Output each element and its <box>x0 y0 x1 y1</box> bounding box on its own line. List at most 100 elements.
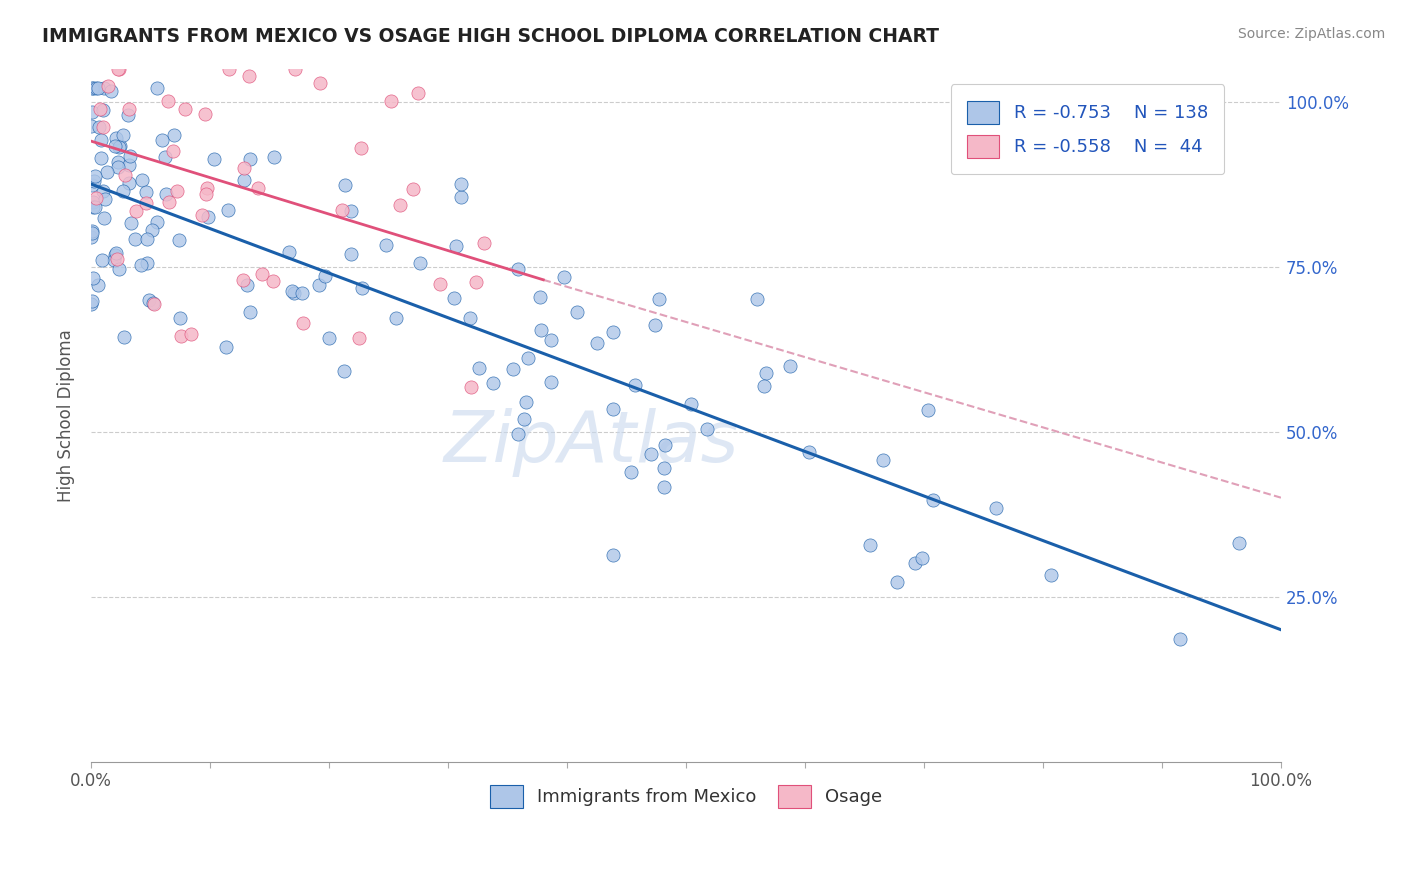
Point <box>502 362 524 376</box>
Point <box>83 174 105 188</box>
Point <box>465 276 488 290</box>
Point <box>314 269 336 284</box>
Point <box>108 140 131 154</box>
Point <box>232 273 254 287</box>
Point <box>114 168 136 182</box>
Point <box>318 331 340 345</box>
Point <box>104 246 127 260</box>
Point <box>284 62 307 76</box>
Point <box>91 252 114 267</box>
Point <box>111 128 134 142</box>
Point <box>80 178 103 192</box>
Point <box>157 95 180 109</box>
Point <box>508 261 530 276</box>
Point <box>174 102 197 116</box>
Point <box>87 277 110 292</box>
Point <box>162 144 184 158</box>
Point <box>755 367 778 381</box>
Point <box>80 104 103 119</box>
Point <box>150 133 173 147</box>
Point <box>308 278 330 293</box>
Point <box>565 304 588 318</box>
Point <box>191 208 214 222</box>
Point <box>135 232 157 246</box>
Point <box>108 138 131 153</box>
Point <box>640 447 662 461</box>
Point <box>291 285 314 300</box>
Point <box>97 78 120 93</box>
Point <box>904 556 927 570</box>
Point <box>280 285 302 299</box>
Point <box>125 203 148 218</box>
Point <box>87 120 110 134</box>
Point <box>157 195 180 210</box>
Point <box>779 359 801 374</box>
Point <box>80 227 103 241</box>
Point <box>104 131 127 145</box>
Point <box>143 297 166 311</box>
Point <box>681 396 703 410</box>
Point <box>104 248 127 262</box>
Point <box>89 133 111 147</box>
Point <box>444 239 467 253</box>
Point <box>194 187 217 202</box>
Point <box>408 255 430 269</box>
Point <box>745 292 768 306</box>
Point <box>117 107 139 121</box>
Point <box>107 160 129 174</box>
Point <box>529 290 551 304</box>
Point <box>155 187 177 202</box>
Point <box>647 293 669 307</box>
Legend: Immigrants from Mexico, Osage: Immigrants from Mexico, Osage <box>482 778 890 815</box>
Point <box>112 330 135 344</box>
Point <box>136 256 159 270</box>
Point <box>602 548 624 562</box>
Point <box>886 574 908 589</box>
Point <box>105 252 128 267</box>
Point <box>194 106 217 120</box>
Point <box>472 235 495 250</box>
Point <box>169 233 191 247</box>
Point <box>350 141 373 155</box>
Point <box>215 339 238 353</box>
Point <box>80 294 103 309</box>
Point <box>340 246 363 260</box>
Point <box>107 62 129 76</box>
Point <box>89 102 111 116</box>
Point <box>917 403 939 417</box>
Point <box>330 202 353 217</box>
Point <box>859 538 882 552</box>
Point <box>217 202 239 217</box>
Point <box>450 177 472 191</box>
Point <box>458 310 481 325</box>
Point <box>515 395 537 409</box>
Point <box>87 81 110 95</box>
Point <box>91 184 114 198</box>
Point <box>82 81 104 95</box>
Point <box>350 281 373 295</box>
Point <box>262 274 284 288</box>
Point <box>218 62 240 76</box>
Point <box>84 169 107 183</box>
Point <box>238 69 260 83</box>
Point <box>108 62 131 76</box>
Point <box>239 152 262 166</box>
Point <box>602 325 624 339</box>
Point <box>84 81 107 95</box>
Point <box>170 328 193 343</box>
Point <box>468 361 491 376</box>
Point <box>340 204 363 219</box>
Point <box>540 375 562 389</box>
Point <box>103 252 125 267</box>
Point <box>530 322 553 336</box>
Point <box>232 173 254 187</box>
Point <box>100 84 122 98</box>
Point <box>652 480 675 494</box>
Text: Source: ZipAtlas.com: Source: ZipAtlas.com <box>1237 27 1385 41</box>
Point <box>195 181 218 195</box>
Point <box>644 318 666 333</box>
Point <box>984 501 1007 516</box>
Text: IMMIGRANTS FROM MEXICO VS OSAGE HIGH SCHOOL DIPLOMA CORRELATION CHART: IMMIGRANTS FROM MEXICO VS OSAGE HIGH SCH… <box>42 27 939 45</box>
Point <box>652 461 675 475</box>
Point <box>309 76 332 90</box>
